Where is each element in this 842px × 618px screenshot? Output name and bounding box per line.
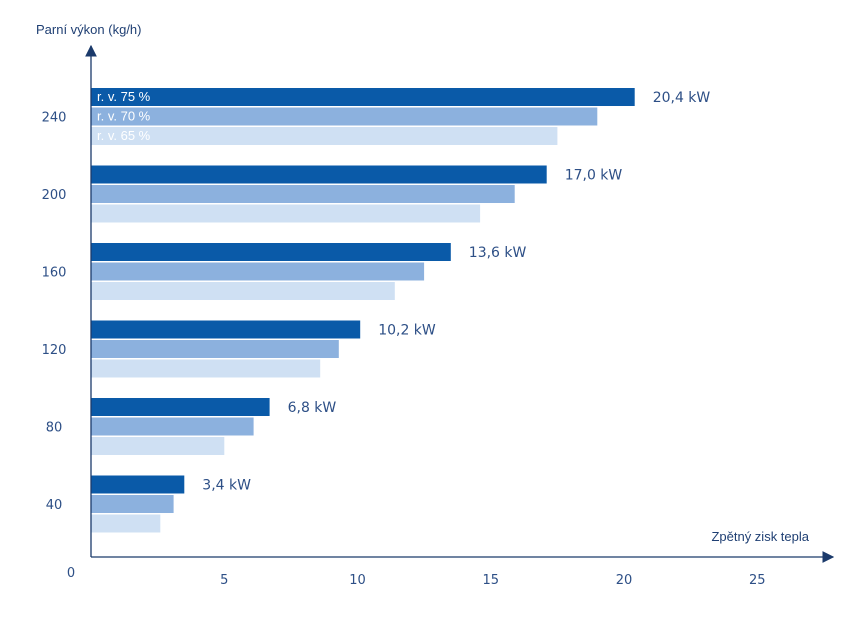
bar-160-series-0	[91, 243, 451, 261]
bar-240-series-0	[91, 88, 635, 106]
bar-80-series-0	[91, 398, 270, 416]
data-label-120: 10,2 kW	[378, 323, 436, 339]
y-tick-label-240: 240	[42, 111, 67, 126]
bars-group	[91, 88, 635, 533]
bar-160-series-2	[91, 282, 395, 300]
y-axis-title: Parní výkon (kg/h)	[36, 22, 142, 37]
legend: r. v. 75 % r. v. 70 % r. v. 65 %	[97, 89, 151, 143]
x-tick-label-10: 10	[349, 573, 366, 588]
data-label-80: 6,8 kW	[288, 400, 337, 416]
x-tick-label-5: 5	[220, 573, 228, 588]
bar-240-series-1	[91, 107, 598, 126]
bar-80-series-2	[91, 437, 225, 455]
bar-40-series-1	[91, 495, 174, 513]
x-tick-labels: 5 10 15 20 25	[220, 573, 765, 588]
bar-240-series-2	[91, 127, 558, 145]
y-tick-label-120: 120	[42, 343, 67, 358]
y-tick-label-200: 200	[42, 188, 67, 203]
x-axis-title: Zpětný zisk tepla	[711, 529, 809, 544]
y-tick-label-160: 160	[42, 266, 67, 281]
x-tick-label-15: 15	[483, 573, 500, 588]
origin-label: 0	[67, 566, 75, 581]
data-labels-group: 3,4 kW 6,8 kW 10,2 kW 13,6 kW 17,0 kW 20,4 kW	[202, 90, 710, 494]
legend-entry-1: r. v. 70 %	[97, 109, 151, 124]
bar-40-series-2	[91, 514, 161, 533]
bar-120-series-2	[91, 359, 321, 378]
bar-160-series-1	[91, 262, 425, 281]
bar-200-series-0	[91, 165, 547, 184]
bar-120-series-1	[91, 340, 339, 358]
y-tick-labels: 40 80 120 160 200 240	[42, 111, 67, 514]
data-label-160: 13,6 kW	[469, 245, 527, 261]
bar-200-series-1	[91, 185, 515, 203]
bar-120-series-0	[91, 320, 361, 339]
bar-200-series-2	[91, 204, 481, 223]
data-label-40: 3,4 kW	[202, 478, 251, 494]
x-tick-label-20: 20	[616, 573, 633, 588]
data-label-240: 20,4 kW	[653, 90, 711, 106]
data-label-200: 17,0 kW	[565, 168, 623, 184]
x-tick-label-25: 25	[749, 573, 766, 588]
y-tick-label-40: 40	[46, 498, 63, 513]
bar-80-series-1	[91, 417, 254, 436]
legend-entry-2: r. v. 65 %	[97, 128, 151, 143]
legend-entry-0: r. v. 75 %	[97, 89, 151, 104]
bar-40-series-0	[91, 475, 185, 494]
y-tick-label-80: 80	[46, 421, 63, 436]
